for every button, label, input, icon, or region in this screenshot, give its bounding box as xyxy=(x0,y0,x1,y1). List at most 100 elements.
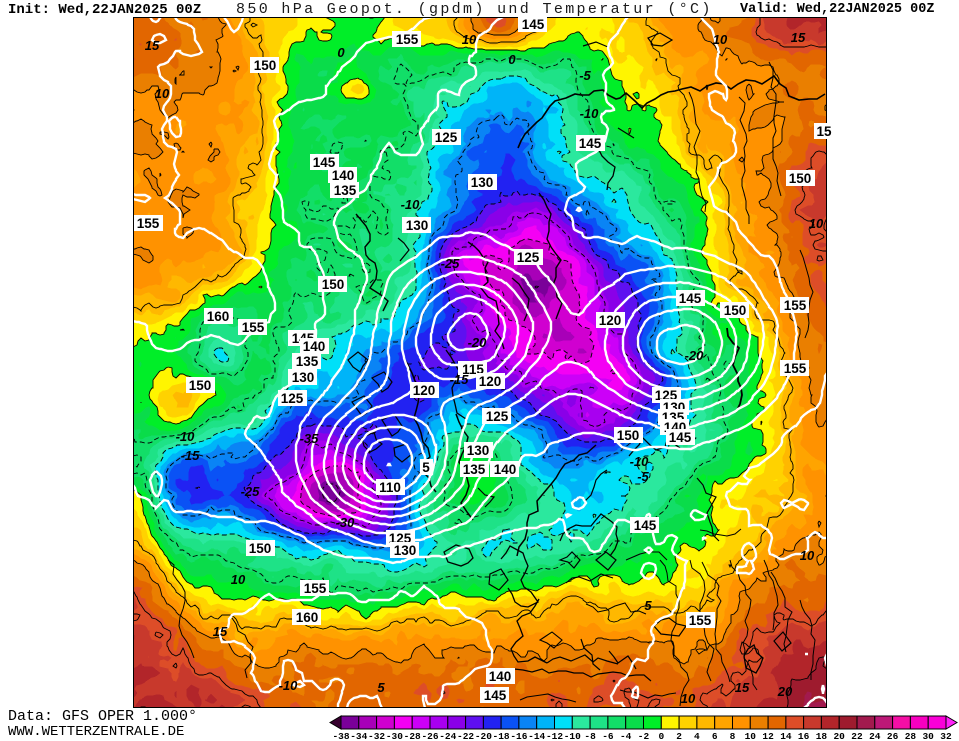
svg-text:155: 155 xyxy=(396,32,419,47)
svg-text:145: 145 xyxy=(579,136,602,151)
svg-text:22: 22 xyxy=(851,731,863,741)
svg-text:5: 5 xyxy=(377,680,385,695)
svg-text:140: 140 xyxy=(494,462,517,477)
svg-text:135: 135 xyxy=(334,183,357,198)
svg-text:2: 2 xyxy=(676,731,682,741)
svg-text:8: 8 xyxy=(730,731,736,741)
svg-text:-34: -34 xyxy=(350,731,367,741)
svg-text:0: 0 xyxy=(658,731,664,741)
svg-text:10: 10 xyxy=(462,32,477,47)
svg-text:-10: -10 xyxy=(630,454,650,469)
svg-text:-10: -10 xyxy=(401,197,421,212)
svg-text:10: 10 xyxy=(681,691,696,706)
svg-text:-10: -10 xyxy=(580,106,600,121)
svg-text:-10: -10 xyxy=(564,731,581,741)
svg-text:-8: -8 xyxy=(584,731,596,741)
svg-text:130: 130 xyxy=(471,175,494,190)
svg-text:-30: -30 xyxy=(336,515,356,530)
svg-text:160: 160 xyxy=(207,309,230,324)
svg-text:4: 4 xyxy=(694,731,700,741)
svg-text:-15: -15 xyxy=(450,372,470,387)
svg-text:15: 15 xyxy=(735,680,750,695)
svg-text:125: 125 xyxy=(517,250,540,265)
svg-text:155: 155 xyxy=(784,361,807,376)
svg-text:155: 155 xyxy=(689,613,712,628)
svg-text:-18: -18 xyxy=(493,731,510,741)
svg-text:-20: -20 xyxy=(468,335,488,350)
svg-text:155: 155 xyxy=(137,216,160,231)
svg-text:15: 15 xyxy=(213,624,228,639)
svg-text:120: 120 xyxy=(599,313,622,328)
svg-text:26: 26 xyxy=(887,731,899,741)
svg-text:5: 5 xyxy=(422,460,430,475)
svg-text:145: 145 xyxy=(679,291,702,306)
svg-text:10: 10 xyxy=(800,548,815,563)
svg-text:-5: -5 xyxy=(579,68,591,83)
svg-text:-20: -20 xyxy=(475,731,492,741)
svg-text:-15: -15 xyxy=(181,448,201,463)
svg-text:24: 24 xyxy=(869,731,881,741)
svg-text:-14: -14 xyxy=(528,731,545,741)
svg-text:150: 150 xyxy=(789,171,812,186)
svg-text:120: 120 xyxy=(413,383,436,398)
svg-text:0: 0 xyxy=(337,45,345,60)
svg-text:-26: -26 xyxy=(421,731,438,741)
svg-text:145: 145 xyxy=(313,155,336,170)
svg-text:6: 6 xyxy=(712,731,718,741)
svg-text:10: 10 xyxy=(713,32,728,47)
svg-text:145: 145 xyxy=(669,430,692,445)
svg-text:-12: -12 xyxy=(546,731,563,741)
svg-text:150: 150 xyxy=(724,303,747,318)
svg-text:32: 32 xyxy=(940,731,952,741)
svg-text:10: 10 xyxy=(745,731,757,741)
svg-text:-25: -25 xyxy=(441,256,461,271)
svg-text:130: 130 xyxy=(394,543,417,558)
svg-text:14: 14 xyxy=(780,731,792,741)
svg-text:140: 140 xyxy=(332,168,355,183)
svg-text:-16: -16 xyxy=(510,731,527,741)
svg-text:125: 125 xyxy=(281,391,304,406)
svg-text:-10: -10 xyxy=(279,678,299,693)
svg-text:150: 150 xyxy=(617,428,640,443)
svg-text:145: 145 xyxy=(522,17,545,32)
svg-text:150: 150 xyxy=(322,277,345,292)
svg-text:125: 125 xyxy=(486,409,509,424)
svg-text:5: 5 xyxy=(644,598,652,613)
svg-text:-6: -6 xyxy=(602,731,614,741)
svg-text:-4: -4 xyxy=(620,731,632,741)
svg-text:12: 12 xyxy=(762,731,774,741)
svg-text:15: 15 xyxy=(145,38,160,53)
svg-text:10: 10 xyxy=(809,216,824,231)
svg-text:150: 150 xyxy=(249,541,272,556)
svg-text:135: 135 xyxy=(463,462,486,477)
svg-text:10: 10 xyxy=(155,86,170,101)
svg-text:150: 150 xyxy=(189,378,212,393)
svg-text:130: 130 xyxy=(292,370,315,385)
svg-text:140: 140 xyxy=(489,669,512,684)
svg-text:-28: -28 xyxy=(404,731,421,741)
svg-text:-24: -24 xyxy=(439,731,456,741)
svg-text:-20: -20 xyxy=(685,348,705,363)
svg-text:20: 20 xyxy=(833,731,845,741)
svg-text:120: 120 xyxy=(479,374,502,389)
svg-text:0: 0 xyxy=(508,52,516,67)
svg-text:-2: -2 xyxy=(638,731,650,741)
svg-text:135: 135 xyxy=(296,354,319,369)
svg-text:30: 30 xyxy=(922,731,934,741)
svg-text:-25: -25 xyxy=(241,484,261,499)
svg-text:15: 15 xyxy=(791,30,806,45)
svg-text:-10: -10 xyxy=(176,429,196,444)
svg-text:155: 155 xyxy=(242,320,265,335)
svg-text:130: 130 xyxy=(467,443,490,458)
svg-text:145: 145 xyxy=(634,518,657,533)
svg-text:130: 130 xyxy=(406,218,429,233)
svg-text:16: 16 xyxy=(798,731,810,741)
svg-text:28: 28 xyxy=(905,731,917,741)
svg-text:125: 125 xyxy=(435,130,458,145)
svg-text:110: 110 xyxy=(379,480,401,495)
svg-text:155: 155 xyxy=(784,298,807,313)
svg-text:10: 10 xyxy=(231,572,246,587)
svg-text:20: 20 xyxy=(777,684,793,699)
svg-text:145: 145 xyxy=(484,688,507,703)
svg-text:140: 140 xyxy=(303,339,326,354)
